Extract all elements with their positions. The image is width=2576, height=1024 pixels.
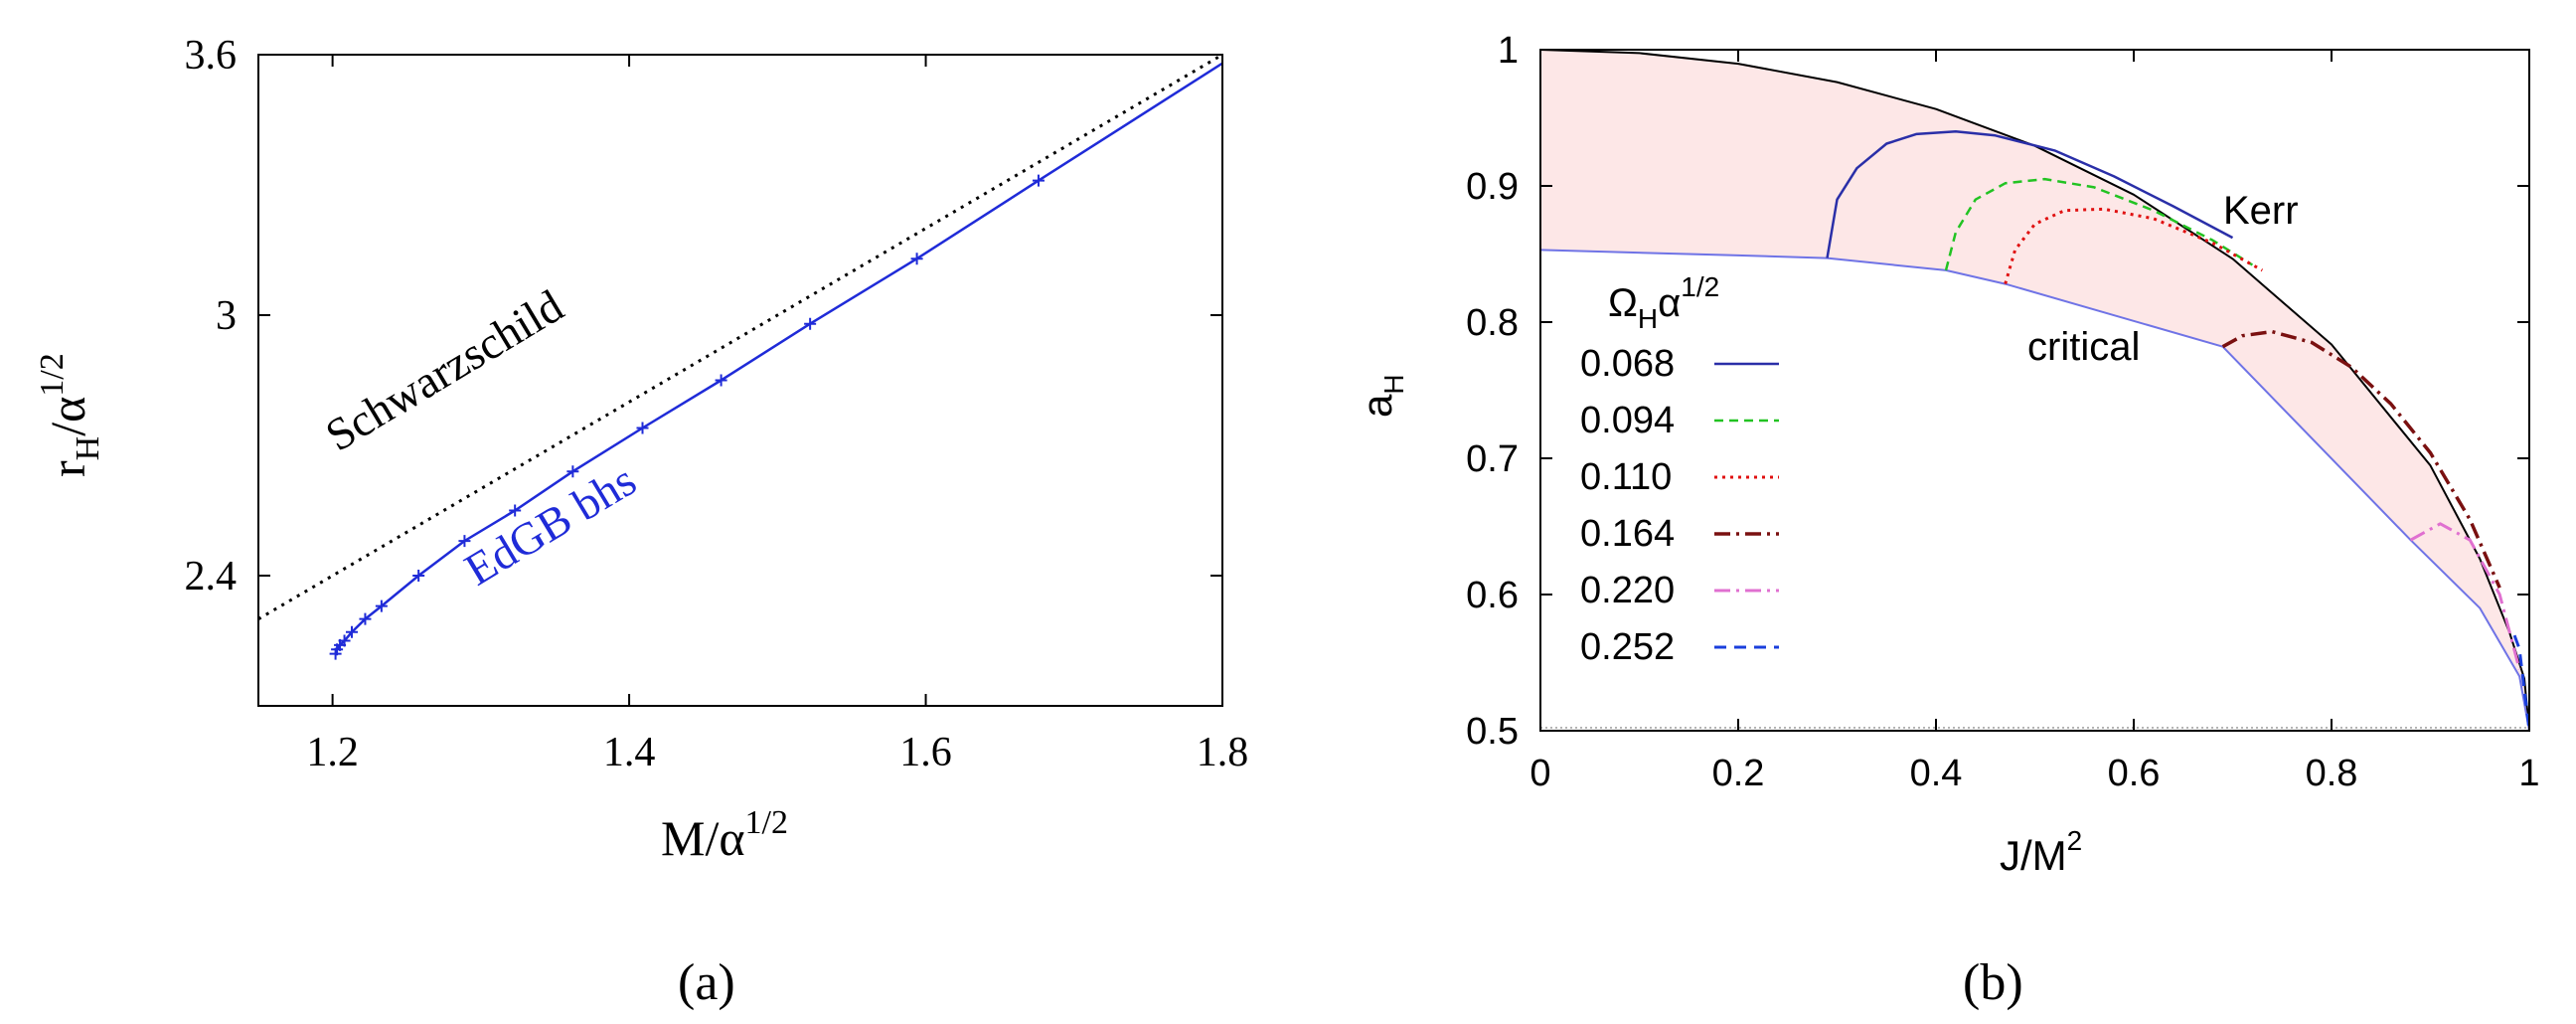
x-tick-label: 1.2: [306, 730, 359, 775]
legend-label: 0.252: [1580, 626, 1675, 668]
legend-label: 0.164: [1580, 513, 1675, 555]
series-0-068: [1826, 129, 2234, 258]
panel-a-ticks: 1.2 1.4 1.6 1.8 2.4 3 3.6: [185, 33, 1249, 775]
schwarzschild-curve: [258, 55, 1222, 620]
edgb-marker: [1032, 174, 1045, 187]
edgb-marker: [412, 570, 425, 582]
panel-b-frame: [1539, 49, 2530, 732]
panel-a-xlabel-sup: 1/2: [745, 804, 788, 841]
edgb-marker: [346, 625, 359, 638]
x-tick-label: 0.8: [2306, 753, 2358, 794]
edgb-marker: [804, 317, 817, 330]
panel-a-ylabel-mid: /α: [40, 397, 95, 436]
panel-b-ticks: 0 0.2 0.4 0.6 0.8 1 0.5 0.6 0.7 0.8 0.9 1: [1466, 30, 2539, 794]
series-0-110: [2004, 207, 2264, 285]
series-0-094: [1944, 177, 2254, 271]
y-tick-label: 2.4: [185, 554, 238, 599]
panel-a-caption: (a): [678, 954, 735, 1011]
panel-b-ylabel: aH: [1354, 374, 1409, 418]
edgb-marker: [509, 504, 522, 517]
series-0-252: [2512, 634, 2529, 731]
legend-title-sub: H: [1638, 303, 1658, 334]
y-tick-label: 0.8: [1466, 302, 1519, 344]
edgb-marker: [458, 535, 471, 548]
panel-b-xlabel: J/M2: [2000, 825, 2082, 879]
legend: 0.068 0.094 0.110 0.164 0.220 0.252: [1580, 343, 1779, 668]
panel-b-ylabel-sub: H: [1378, 374, 1409, 394]
panel-b-ylabel-main: a: [1354, 394, 1400, 418]
y-tick-label: 0.5: [1466, 711, 1519, 753]
x-tick-label: 0.6: [2108, 753, 2161, 794]
edgb-marker: [359, 612, 372, 625]
y-tick-label: 1: [1498, 30, 1519, 72]
x-tick-label: 0.2: [1712, 753, 1765, 794]
kerr-label: Kerr: [2223, 189, 2299, 233]
panel-a: 1.2 1.4 1.6 1.8 2.4 3 3.6 Schwarzschild EdGB b…: [34, 33, 1248, 1011]
critical-label: critical: [2027, 325, 2140, 369]
x-tick-label: 1.6: [899, 730, 952, 775]
legend-title-sup: 1/2: [1681, 271, 1719, 302]
x-tick-label: 0: [1530, 753, 1550, 794]
legend-label: 0.220: [1580, 570, 1675, 611]
x-tick-label: 1.8: [1197, 730, 1249, 775]
edgb-marker: [910, 253, 923, 265]
panel-a-ylabel-sup: 1/2: [34, 353, 71, 396]
schwarzschild-label: Schwarzschild: [317, 280, 571, 461]
y-tick-label: 0.6: [1466, 575, 1519, 616]
y-tick-label: 0.9: [1466, 166, 1519, 208]
edgb-marker: [715, 374, 727, 387]
panel-b-plot-area: [1540, 50, 2529, 731]
y-tick-label: 0.7: [1466, 438, 1519, 480]
legend-label: 0.068: [1580, 343, 1675, 385]
edgb-marker: [338, 634, 351, 647]
panel-a-plot-area: [258, 55, 1222, 660]
edgb-label: EdGB bhs: [456, 454, 644, 596]
legend-title-main: Ω: [1608, 281, 1638, 325]
panel-a-ylabel-sub: H: [70, 436, 106, 461]
y-tick-label: 3: [216, 293, 237, 339]
legend-title-mid: α: [1658, 281, 1681, 325]
panel-a-frame: [257, 54, 1223, 707]
series-critical: [1540, 249, 2529, 731]
panel-b: 0 0.2 0.4 0.6 0.8 1 0.5 0.6 0.7 0.8 0.9 1 Kerr crit…: [1354, 30, 2540, 1011]
legend-title: ΩHα1/2: [1608, 271, 1719, 334]
series-0-220: [2409, 522, 2521, 670]
series-0-164: [2221, 329, 2501, 589]
panel-b-xlabel-main: J/M: [2000, 832, 2067, 879]
panel-b-caption: (b): [1963, 954, 2023, 1011]
y-tick-label: 3.6: [185, 33, 238, 79]
existence-region: [1540, 50, 2529, 731]
edgb-marker: [636, 422, 649, 434]
x-tick-label: 1.4: [603, 730, 656, 775]
panel-a-ylabel: rH/α1/2: [34, 353, 106, 477]
edgb-marker: [566, 465, 579, 478]
panel-a-ylabel-main: r: [40, 460, 95, 477]
edgb-marker: [375, 599, 388, 612]
x-tick-label: 0.4: [1910, 753, 1963, 794]
legend-label: 0.110: [1580, 456, 1672, 498]
x-tick-label: 1: [2518, 753, 2539, 794]
panel-a-xlabel: M/α1/2: [661, 804, 788, 866]
legend-label: 0.094: [1580, 400, 1675, 441]
panel-b-xlabel-sup: 2: [2067, 825, 2083, 856]
panel-a-xlabel-main: M/α: [661, 810, 745, 866]
